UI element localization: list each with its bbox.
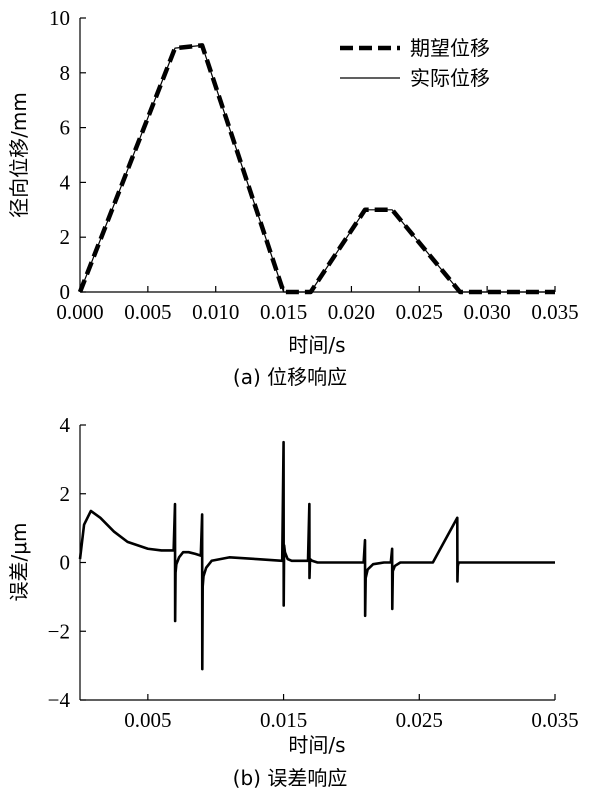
y-tick-label: 0: [60, 280, 71, 304]
chart-b-plot-area: [78, 440, 555, 671]
y-tick-label: 2: [60, 225, 71, 249]
series-line-error: [78, 440, 555, 671]
y-tick-label: 0: [60, 551, 71, 575]
chart-a-displacement: 0.000 0.005 0.010 0.015 0.020 0.025 0.030 0.035…: [7, 6, 579, 389]
chart-a-y-axis-title: 径向位移/mm: [7, 92, 31, 218]
x-tick-label: 0.020: [328, 300, 375, 324]
chart-a-x-axis-title: 时间/s: [288, 333, 345, 357]
legend-label-actual: 实际位移: [410, 66, 490, 90]
chart-a-caption: (a) 位移响应: [233, 365, 347, 389]
x-tick-label: 0.005: [124, 300, 171, 324]
x-tick-label: 0.000: [56, 300, 103, 324]
chart-a-ticks: 0.000 0.005 0.010 0.015 0.020 0.025 0.030 0.035…: [49, 6, 579, 324]
x-tick-label: 0.035: [531, 708, 578, 732]
y-tick-label: −4: [48, 688, 71, 712]
y-tick-label: −2: [48, 619, 70, 643]
x-tick-label: 0.015: [260, 708, 307, 732]
chart-b-caption: (b) 误差响应: [233, 766, 348, 790]
y-tick-label: 10: [49, 6, 70, 30]
x-tick-label: 0.030: [464, 300, 511, 324]
y-tick-label: 2: [60, 482, 71, 506]
x-tick-label: 0.015: [260, 300, 307, 324]
chart-b-error: 0.005 0.015 0.025 0.035 4 2 0 −2 −4 误差/μm 时间/s (…: [7, 413, 579, 790]
x-tick-label: 0.025: [396, 708, 443, 732]
legend-label-expected: 期望位移: [410, 36, 490, 60]
y-tick-label: 8: [60, 61, 71, 85]
y-tick-label: 6: [60, 116, 71, 140]
x-tick-label: 0.025: [396, 300, 443, 324]
chart-b-ticks: 0.005 0.015 0.025 0.035 4 2 0 −2 −4: [48, 413, 579, 732]
y-tick-label: 4: [60, 170, 71, 194]
chart-b-x-axis-title: 时间/s: [288, 733, 345, 757]
x-tick-label: 0.005: [124, 708, 171, 732]
y-tick-label: 4: [60, 413, 71, 437]
x-tick-label: 0.035: [531, 300, 578, 324]
x-tick-label: 0.010: [192, 300, 239, 324]
chart-a-legend: 期望位移 实际位移: [340, 36, 490, 90]
chart-b-y-axis-title: 误差/μm: [7, 523, 31, 602]
